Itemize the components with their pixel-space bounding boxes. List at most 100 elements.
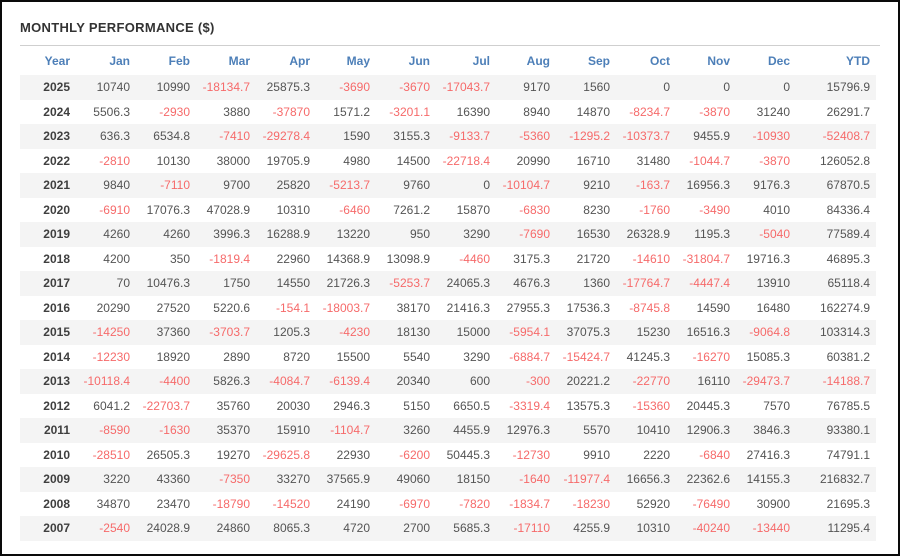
year-cell: 2008: [43, 496, 70, 511]
value-cell: 27416.3: [746, 447, 790, 462]
value-cell: -163.7: [635, 178, 670, 193]
value-cell: 20290: [96, 300, 130, 315]
value-cell: 12906.3: [686, 423, 730, 438]
value-cell: -52408.7: [822, 129, 870, 144]
value-cell: 13220: [336, 227, 370, 242]
value-cell: 15796.9: [826, 80, 870, 95]
value-cell: -3870: [759, 153, 790, 168]
value-cell: 26505.3: [146, 447, 190, 462]
value-cell: 35760: [216, 398, 250, 413]
value-cell: 1360: [583, 276, 610, 291]
value-cell: 35370: [216, 423, 250, 438]
value-cell: 21726.3: [326, 276, 370, 291]
value-cell: 27520: [156, 300, 190, 315]
value-cell: -5040: [759, 227, 790, 242]
value-cell: -28510: [92, 447, 130, 462]
value-cell: 15910: [276, 423, 310, 438]
value-cell: 24065.3: [446, 276, 490, 291]
column-header-year: Year: [44, 53, 70, 68]
value-cell: 636.3: [99, 129, 130, 144]
value-cell: -40240: [692, 521, 730, 536]
value-cell: -11977.4: [563, 472, 610, 487]
value-cell: 1571.2: [333, 104, 370, 119]
value-cell: 8940: [523, 104, 550, 119]
table-row: 2021 9840 -7110 9700 25820 -5213.7 9760 0 -10104…: [20, 173, 876, 198]
year-cell: 2012: [43, 398, 70, 413]
value-cell: 0: [483, 178, 490, 193]
value-cell: 10740: [96, 80, 130, 95]
value-cell: -18003.7: [322, 300, 370, 315]
value-cell: 10990: [156, 80, 190, 95]
table-row: 2008 34870 23470 -18790 -14520 24190 -6970 -782…: [20, 492, 876, 517]
value-cell: 14500: [396, 153, 430, 168]
value-cell: 19705.9: [266, 153, 310, 168]
value-cell: 17536.3: [566, 300, 610, 315]
table-header: Year Jan Feb Mar Apr May Jun Jul Aug Sep Oct Nov Dec…: [20, 46, 876, 75]
value-cell: 37360: [156, 325, 190, 340]
value-cell: 37075.3: [566, 325, 610, 340]
value-cell: -1044.7: [689, 153, 730, 168]
value-cell: -8745.8: [629, 300, 670, 315]
value-cell: -5360: [519, 129, 550, 144]
value-cell: 21720: [576, 251, 610, 266]
value-cell: 22960: [276, 251, 310, 266]
value-cell: 20445.3: [686, 398, 730, 413]
value-cell: 4720: [343, 521, 370, 536]
value-cell: -3870: [699, 104, 730, 119]
value-cell: -17110: [513, 521, 550, 536]
value-cell: 2946.3: [333, 398, 370, 413]
table-row: 2024 5506.3 -2930 3880 -37870 1571.2 -3201.1 16…: [20, 100, 876, 125]
value-cell: 10476.3: [146, 276, 190, 291]
value-cell: 15500: [336, 349, 370, 364]
column-header-jun: Jun: [408, 53, 430, 68]
column-header-oct: Oct: [649, 53, 670, 68]
value-cell: -29278.4: [262, 129, 310, 144]
value-cell: 22362.6: [686, 472, 730, 487]
year-cell: 2025: [43, 80, 70, 95]
value-cell: 3290: [463, 349, 490, 364]
value-cell: 2890: [223, 349, 250, 364]
year-cell: 2013: [43, 374, 70, 389]
year-cell: 2019: [43, 227, 70, 242]
value-cell: 600: [469, 374, 490, 389]
value-cell: 16710: [576, 153, 610, 168]
page-title: MONTHLY PERFORMANCE ($): [20, 20, 215, 35]
year-cell: 2010: [43, 447, 70, 462]
value-cell: -5954.1: [509, 325, 550, 340]
value-cell: 8065.3: [273, 521, 310, 536]
column-header-feb: Feb: [168, 53, 190, 68]
value-cell: -16270: [692, 349, 730, 364]
value-cell: 65118.4: [827, 276, 871, 291]
value-cell: 10410: [636, 423, 670, 438]
value-cell: -14610: [632, 251, 670, 266]
column-header-nov: Nov: [707, 53, 730, 68]
value-cell: -7690: [519, 227, 550, 242]
table-row: 2010 -28510 26505.3 19270 -29625.8 22930 -6200…: [20, 443, 876, 468]
value-cell: 22930: [336, 447, 370, 462]
value-cell: 8230: [583, 202, 610, 217]
value-cell: 2700: [403, 521, 430, 536]
value-cell: 9910: [583, 447, 610, 462]
value-cell: 9760: [403, 178, 430, 193]
value-cell: 16110: [697, 374, 730, 389]
table-row: 2025 10740 10990 -18134.7 25875.3 -3690 -3670-…: [20, 75, 876, 100]
value-cell: 3155.3: [393, 129, 430, 144]
value-cell: -14188.7: [822, 374, 870, 389]
value-cell: 3260: [403, 423, 430, 438]
value-cell: 3175.3: [513, 251, 550, 266]
value-cell: 0: [723, 80, 730, 95]
column-header-ytd: YTD: [846, 53, 870, 68]
value-cell: 15085.3: [746, 349, 790, 364]
value-cell: -1295.2: [569, 129, 610, 144]
year-cell: 2023: [43, 129, 70, 144]
value-cell: -5213.7: [329, 178, 370, 193]
value-cell: 6534.8: [153, 129, 190, 144]
value-cell: 9840: [103, 178, 130, 193]
value-cell: 15870: [456, 202, 490, 217]
value-cell: 27955.3: [506, 300, 550, 315]
value-cell: 43360: [156, 472, 190, 487]
value-cell: 46895.3: [826, 251, 870, 266]
value-cell: 16516.3: [686, 325, 730, 340]
value-cell: -8590: [99, 423, 130, 438]
monthly-performance-table: Year Jan Feb Mar Apr May Jun Jul Aug Sep Oct Nov Dec…: [20, 46, 876, 541]
